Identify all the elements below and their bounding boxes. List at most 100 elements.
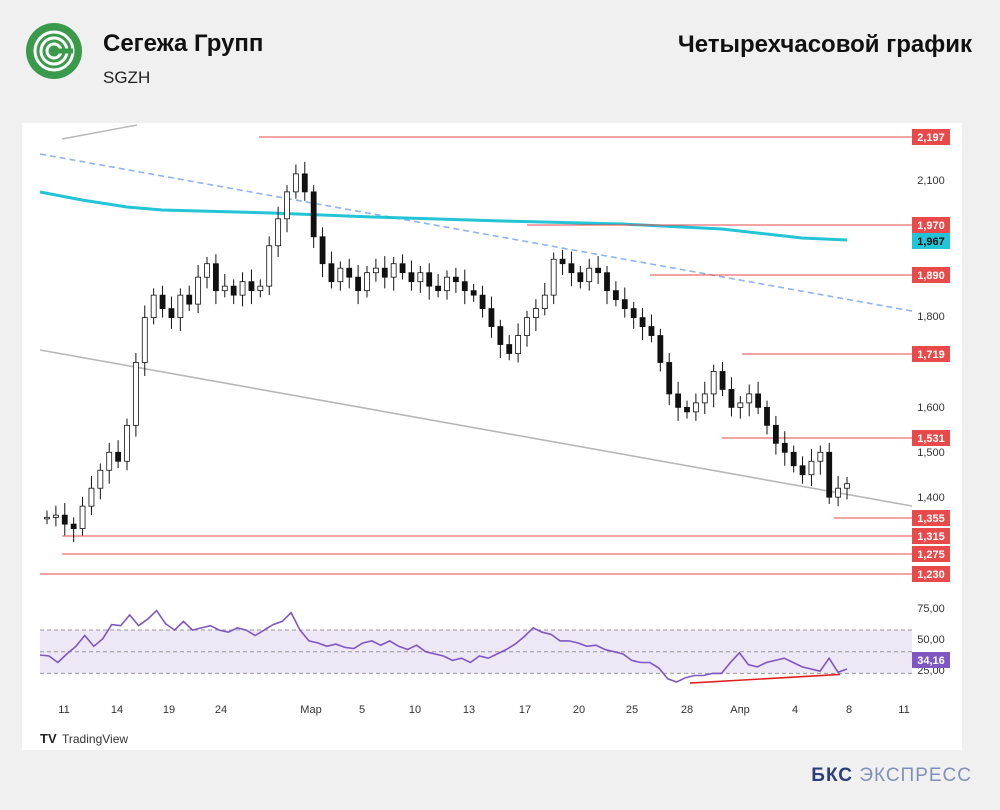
candle-body: [568, 263, 575, 274]
time-axis-tick: 25: [626, 704, 638, 716]
candle-body: [150, 294, 157, 318]
candle-body: [755, 393, 762, 408]
candle-body: [772, 424, 779, 444]
candle-body: [79, 505, 86, 530]
chart-title: Четырехчасовой график: [677, 31, 972, 58]
candle-body: [790, 451, 797, 467]
candle-body: [532, 308, 539, 318]
candle-body: [266, 245, 273, 287]
candle-body: [115, 451, 122, 462]
candle-body: [764, 406, 770, 426]
candle-body: [239, 281, 246, 296]
price-axis-tick: 1,400: [917, 492, 945, 504]
candle-body: [408, 272, 415, 283]
candle-body: [328, 263, 335, 283]
candle-body: [230, 285, 237, 296]
candle-body: [835, 487, 842, 498]
candle-body: [399, 263, 406, 274]
time-axis-tick: 14: [111, 704, 123, 716]
level-price-tag: [912, 430, 950, 446]
bks-brand: БКС ЭКСПРЕСС: [811, 765, 972, 787]
candle-body: [248, 281, 255, 292]
level-price-label: 1,719: [917, 349, 945, 361]
time-axis-tick: 5: [359, 704, 365, 716]
company-name: Сегежа Групп: [103, 30, 264, 57]
candle-body: [381, 267, 388, 278]
candle-body: [319, 236, 326, 265]
ma-price-tag: [912, 233, 950, 249]
tradingview-logo-icon: TV: [40, 731, 57, 746]
rsi-axis-tick: 50,00: [917, 634, 945, 646]
time-axis-tick: 11: [898, 704, 909, 716]
time-axis-tick: 8: [846, 704, 852, 716]
level-price-label: 1,531: [917, 433, 945, 445]
candle-body: [204, 263, 210, 278]
candle-body: [728, 389, 735, 408]
candle-body: [710, 371, 717, 395]
candle-body: [186, 294, 193, 305]
candle-body: [559, 258, 566, 265]
time-axis-tick: 24: [215, 704, 227, 716]
candle-body: [817, 451, 824, 462]
candle-body: [746, 393, 753, 404]
candle-body: [444, 276, 450, 292]
time-axis-tick: 11: [58, 704, 69, 716]
candle-body: [257, 285, 264, 292]
dashed-trend-line: [39, 153, 913, 312]
level-price-tag: [912, 510, 950, 526]
channel-lower-line: [39, 349, 913, 507]
candle-body: [470, 290, 477, 296]
candle-body: [284, 191, 290, 220]
level-price-label: 1,230: [917, 569, 945, 581]
candle-body: [604, 272, 610, 292]
candle-body: [97, 469, 104, 489]
segezha-logo-mark: [33, 30, 75, 72]
candle-body: [44, 516, 50, 520]
brand-sub: ЭКСПРЕСС: [859, 765, 972, 786]
tradingview-label: TradingView: [62, 732, 128, 746]
candle-body: [675, 393, 682, 408]
candle-body: [550, 258, 557, 296]
candle-body: [621, 299, 628, 310]
candle-body: [195, 276, 202, 305]
candle-body: [488, 308, 495, 327]
candle-body: [372, 267, 379, 274]
level-price-tag: [912, 217, 950, 233]
candle-body: [630, 308, 637, 318]
candle-body: [452, 276, 459, 283]
candle-body: [221, 285, 228, 292]
candle-body: [577, 272, 584, 283]
candle-body: [177, 294, 184, 318]
rsi-value-label: 34,16: [917, 655, 945, 667]
candle-body: [692, 402, 699, 413]
candle-body: [666, 362, 673, 395]
candle-body: [479, 294, 486, 310]
level-price-label: 1,890: [917, 270, 945, 282]
time-axis-tick: 10: [409, 704, 421, 716]
candle-body: [106, 451, 113, 471]
candle-body: [684, 406, 690, 413]
level-price-tag: [912, 129, 950, 145]
level-price-tag: [912, 267, 950, 283]
candle-body: [310, 191, 317, 238]
channel-upper-line: [61, 124, 138, 140]
price-axis-tick: 1,500: [917, 447, 945, 459]
level-price-label: 2,197: [917, 132, 945, 144]
candle-body: [781, 442, 788, 453]
time-axis-tick: 28: [681, 704, 693, 716]
candle-body: [301, 173, 308, 193]
candle-body: [808, 460, 815, 476]
candle-body: [461, 281, 468, 292]
candle-body: [595, 267, 602, 274]
candle-body: [275, 218, 282, 247]
candle-body: [70, 523, 77, 530]
candle-body: [497, 326, 504, 345]
candle-body: [541, 294, 548, 310]
candle-body: [52, 514, 59, 518]
level-price-label: 1,315: [917, 531, 945, 543]
level-price-label: 1,970: [917, 220, 945, 232]
candle-body: [364, 272, 370, 292]
time-axis-tick: Апр: [730, 704, 749, 716]
time-axis-tick: 13: [463, 704, 475, 716]
candle-body: [390, 263, 397, 278]
